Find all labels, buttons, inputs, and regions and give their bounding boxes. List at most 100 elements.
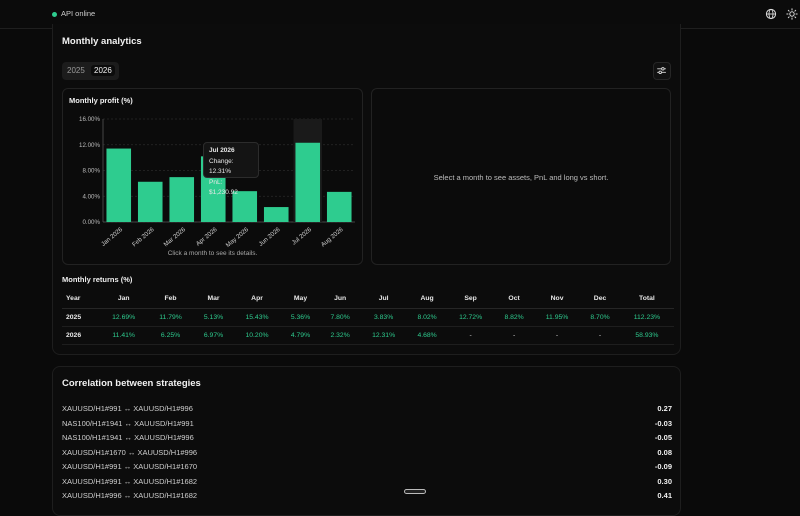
returns-header-cell: Mar: [193, 290, 234, 309]
returns-value-cell: 11.95%: [533, 308, 581, 327]
returns-value-cell: -: [494, 326, 534, 345]
correlation-value: 0.41: [657, 491, 672, 500]
x-tick-label: Apr 2026: [195, 226, 219, 248]
x-tick-label: Jun 2026: [258, 226, 282, 248]
returns-value-cell: 3.83%: [359, 308, 408, 327]
correlation-row: XAUUSD/H1#991 ↔ XAUUSD/H1#1670 -0.09: [62, 462, 672, 476]
bar[interactable]: [137, 181, 163, 222]
returns-value-cell: 2.32%: [320, 326, 360, 345]
returns-header-cell: Nov: [533, 290, 581, 309]
y-tick-label: 12.00%: [79, 142, 100, 149]
drag-handle[interactable]: [404, 489, 426, 494]
returns-value-cell: 7.80%: [320, 308, 360, 327]
bar[interactable]: [232, 191, 258, 222]
settings-button[interactable]: [653, 62, 671, 80]
status-dot-icon: [52, 12, 57, 17]
returns-value-cell: 4.79%: [280, 326, 321, 345]
theme-toggle-icon[interactable]: [786, 8, 798, 20]
chart-hint: Click a month to see its details.: [167, 250, 258, 257]
returns-header-cell: Aug: [407, 290, 447, 309]
x-tick-label: May 2026: [225, 226, 251, 249]
correlation-pair: NAS100/H1#1941 ↔ XAUUSD/H1#991: [62, 418, 194, 428]
globe-icon[interactable]: [765, 8, 777, 20]
y-tick-label: 0.00%: [82, 219, 100, 226]
correlation-value: -0.03: [654, 418, 672, 428]
returns-value-cell: 8.70%: [580, 308, 620, 327]
returns-value-cell: 12.31%: [359, 326, 408, 345]
returns-header-cell: Dec: [580, 290, 620, 309]
year-toggle: 2025 2026: [62, 62, 119, 80]
returns-value-cell: 12.72%: [446, 308, 495, 327]
returns-header-cell: Sep: [446, 290, 495, 309]
returns-value-cell: -: [580, 326, 620, 345]
returns-value-cell: 10.20%: [233, 326, 281, 345]
x-tick-label: Mar 2026: [163, 226, 188, 249]
returns-header-cell: May: [280, 290, 321, 309]
returns-row: 2026 11.41% 6.25% 6.97% 10.20% 4.79% 2.32% 12.3…: [62, 326, 674, 345]
returns-value-cell: 58.93%: [619, 326, 674, 345]
returns-value-cell: 8.02%: [407, 308, 447, 327]
returns-value-cell: -: [533, 326, 581, 345]
tooltip-pnl: PnL: $1,230.92: [209, 178, 238, 197]
returns-header-cell: Total: [619, 290, 674, 309]
correlation-pair: XAUUSD/H1#996 ↔ XAUUSD/H1#1682: [62, 491, 198, 500]
returns-value-cell: 6.97%: [193, 326, 234, 345]
correlation-row: XAUUSD/H1#991 ↔ XAUUSD/H1#996 0.27: [62, 404, 672, 418]
returns-value-cell: 15.43%: [233, 308, 281, 327]
returns-row: 2025 12.69% 11.79% 5.13% 15.43% 5.36% 7.80% 3.8…: [62, 308, 674, 327]
tooltip-change: Change: 12.31%: [209, 157, 234, 176]
correlation-title: Correlation between strategies: [62, 378, 201, 389]
returns-header-cell: Oct: [494, 290, 534, 309]
correlation-value: 0.08: [657, 447, 672, 457]
chart-tooltip: Jul 2026 Change: 12.31% PnL: $1,230.92: [203, 142, 259, 196]
year-tab-2025[interactable]: 2025: [67, 66, 85, 75]
monthly-returns-table: Year Jan Feb Mar Apr May Jun Jul Aug Sep Oct Nov Dec…: [62, 290, 674, 345]
correlation-value: 0.27: [657, 404, 672, 413]
year-tab-2026[interactable]: 2026: [91, 65, 115, 76]
monthly-profit-title: Monthly profit (%): [69, 96, 133, 105]
returns-value-cell: 12.69%: [100, 308, 148, 327]
returns-value-cell: 5.36%: [280, 308, 321, 327]
correlation-row: XAUUSD/H1#1670 ↔ XAUUSD/H1#996 0.08: [62, 448, 672, 462]
y-tick-label: 4.00%: [82, 193, 100, 200]
returns-value-cell: 4.68%: [407, 326, 447, 345]
monthly-profit-chart: 0.00% 4.00% 8.00% 12.00% 16.00% Jan 2026 Feb 2…: [79, 116, 355, 249]
returns-value-cell: 11.79%: [147, 308, 194, 327]
bar[interactable]: [295, 142, 321, 222]
correlation-row: XAUUSD/H1#991 ↔ XAUUSD/H1#1682 0.30: [62, 477, 672, 491]
returns-header-cell: Jan: [100, 290, 148, 309]
returns-header-cell: Apr: [233, 290, 281, 309]
correlation-row: XAUUSD/H1#996 ↔ XAUUSD/H1#1682 0.41: [62, 491, 672, 505]
returns-value-cell: 11.41%: [100, 326, 148, 345]
correlation-row: NAS100/H1#1941 ↔ XAUUSD/H1#996 -0.05: [62, 433, 672, 447]
bar[interactable]: [169, 177, 195, 222]
correlation-pair: XAUUSD/H1#991 ↔ XAUUSD/H1#1682: [62, 476, 198, 486]
returns-header-cell: Jul: [359, 290, 408, 309]
monthly-returns-title: Monthly returns (%): [62, 275, 133, 284]
y-tick-label: 16.00%: [79, 116, 100, 123]
returns-value-cell: 8.82%: [494, 308, 534, 327]
returns-year-cell: 2025: [62, 308, 100, 327]
correlation-pair: XAUUSD/H1#1670 ↔ XAUUSD/H1#996: [62, 447, 198, 457]
sliders-icon: [657, 67, 666, 75]
bar[interactable]: [263, 207, 289, 222]
returns-value-cell: 112.23%: [619, 308, 674, 327]
correlation-value: 0.30: [657, 476, 672, 486]
api-status-label: API online: [61, 9, 96, 18]
correlation-card: Correlation between strategies XAUUSD/H1…: [52, 366, 681, 516]
bar[interactable]: [326, 191, 352, 222]
returns-value-cell: 5.13%: [193, 308, 234, 327]
bar[interactable]: [106, 148, 132, 222]
returns-header-cell: Jun: [320, 290, 360, 309]
returns-value-cell: -: [446, 326, 495, 345]
correlation-row: NAS100/H1#1941 ↔ XAUUSD/H1#991 -0.03: [62, 419, 672, 433]
monthly-analytics-card: Monthly analytics 2025 2026 Monthly prof…: [52, 24, 681, 355]
returns-year-cell: 2026: [62, 326, 100, 345]
x-tick-label: Jul 2026: [291, 226, 314, 247]
tooltip-month: Jul 2026: [209, 147, 235, 154]
correlation-pair: NAS100/H1#1941 ↔ XAUUSD/H1#996: [62, 433, 194, 442]
monthly-analytics-title: Monthly analytics: [62, 36, 142, 47]
returns-header-cell: Feb: [147, 290, 194, 309]
correlation-pair: XAUUSD/H1#991 ↔ XAUUSD/H1#1670: [62, 462, 198, 471]
correlation-value: -0.05: [654, 433, 672, 442]
